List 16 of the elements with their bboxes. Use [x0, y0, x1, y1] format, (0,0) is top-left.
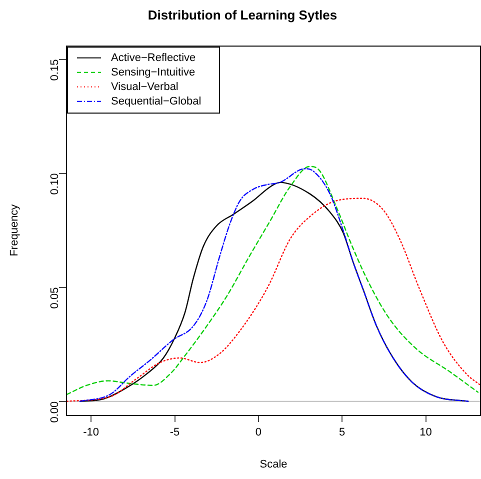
x-tick-label: 5 — [339, 426, 346, 439]
chart-title: Distribution of Learning Sytles — [148, 7, 338, 22]
legend-label: Active−Reflective — [111, 52, 196, 64]
y-tick-label: 0.05 — [49, 287, 62, 309]
x-tick-label: -5 — [170, 426, 180, 439]
y-tick-label: 0.15 — [49, 59, 62, 81]
x-axis-title: Scale — [260, 458, 288, 470]
legend-label: Sequential−Global — [111, 95, 202, 108]
x-tick-label: 10 — [420, 426, 432, 439]
x-tick-label: 0 — [255, 426, 262, 439]
y-tick-label: 0.00 — [49, 401, 62, 423]
x-tick-label: -10 — [83, 426, 100, 439]
legend-label: Visual−Verbal — [111, 80, 178, 93]
legend-label: Sensing−Intuitive — [111, 66, 196, 78]
y-tick-label: 0.10 — [49, 173, 62, 195]
y-axis-title: Frequency — [8, 204, 21, 256]
